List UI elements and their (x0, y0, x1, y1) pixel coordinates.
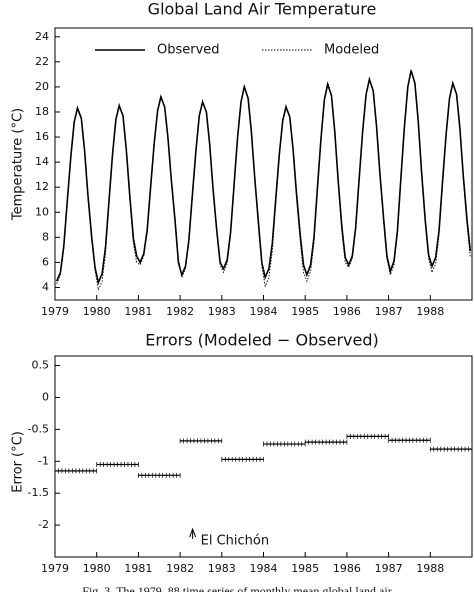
y-axis-label: Temperature (°C) (11, 108, 26, 221)
plot-frame (54, 27, 473, 301)
y-tick-label: -2 (38, 518, 49, 531)
x-tick-label: 1983 (208, 562, 236, 575)
x-tick-label: 1987 (375, 305, 403, 318)
x-tick-label: 1984 (250, 562, 278, 575)
x-tick-label: 1981 (124, 305, 152, 318)
y-tick-label: 6 (42, 255, 49, 268)
y-tick-label: 4 (42, 280, 49, 293)
x-tick-label: 1983 (208, 305, 236, 318)
x-tick-label: 1988 (416, 305, 444, 318)
x-tick-label: 1982 (166, 305, 194, 318)
series-line (56, 69, 471, 292)
x-tick-label: 1979 (41, 305, 69, 318)
x-tick-label: 1980 (83, 305, 111, 318)
y-tick-label: -0.5 (28, 422, 49, 435)
legend-label: Observed (157, 43, 220, 58)
x-tick-label: 1981 (124, 562, 152, 575)
x-tick-label: 1986 (333, 305, 361, 318)
x-tick-label: 1988 (416, 562, 444, 575)
y-tick-label: 0 (42, 390, 49, 403)
caption: Fig. 3. The 1979–88 time series of month… (82, 584, 391, 592)
y-tick-label: 14 (35, 155, 49, 168)
annotation: El Chichón (201, 534, 269, 549)
plot-frame (54, 355, 473, 558)
series-line (55, 70, 472, 286)
y-tick-label: 20 (35, 80, 49, 93)
y-axis-label: Error (°C) (11, 431, 26, 493)
y-tick-label: 22 (35, 55, 49, 68)
y-tick-label: 18 (35, 105, 49, 118)
legend-label: Modeled (324, 43, 379, 58)
x-tick-label: 1982 (166, 562, 194, 575)
chart-title: Errors (Modeled − Observed) (145, 331, 379, 350)
y-tick-label: 12 (35, 180, 49, 193)
y-tick-label: -1.5 (28, 486, 49, 499)
chart-title: Global Land Air Temperature (148, 0, 377, 19)
x-tick-label: 1987 (375, 562, 403, 575)
x-tick-label: 1986 (333, 562, 361, 575)
y-tick-label: 0.5 (32, 359, 50, 372)
x-tick-label: 1984 (250, 305, 278, 318)
x-tick-label: 1979 (41, 562, 69, 575)
y-tick-label: -1 (38, 454, 49, 467)
x-tick-label: 1985 (291, 562, 319, 575)
x-tick-label: 1980 (83, 562, 111, 575)
x-tick-label: 1985 (291, 305, 319, 318)
y-tick-label: 16 (35, 130, 49, 143)
y-tick-label: 10 (35, 205, 49, 218)
annotation-arrowhead (189, 527, 197, 538)
y-tick-label: 8 (42, 230, 49, 243)
y-tick-label: 24 (35, 30, 49, 43)
